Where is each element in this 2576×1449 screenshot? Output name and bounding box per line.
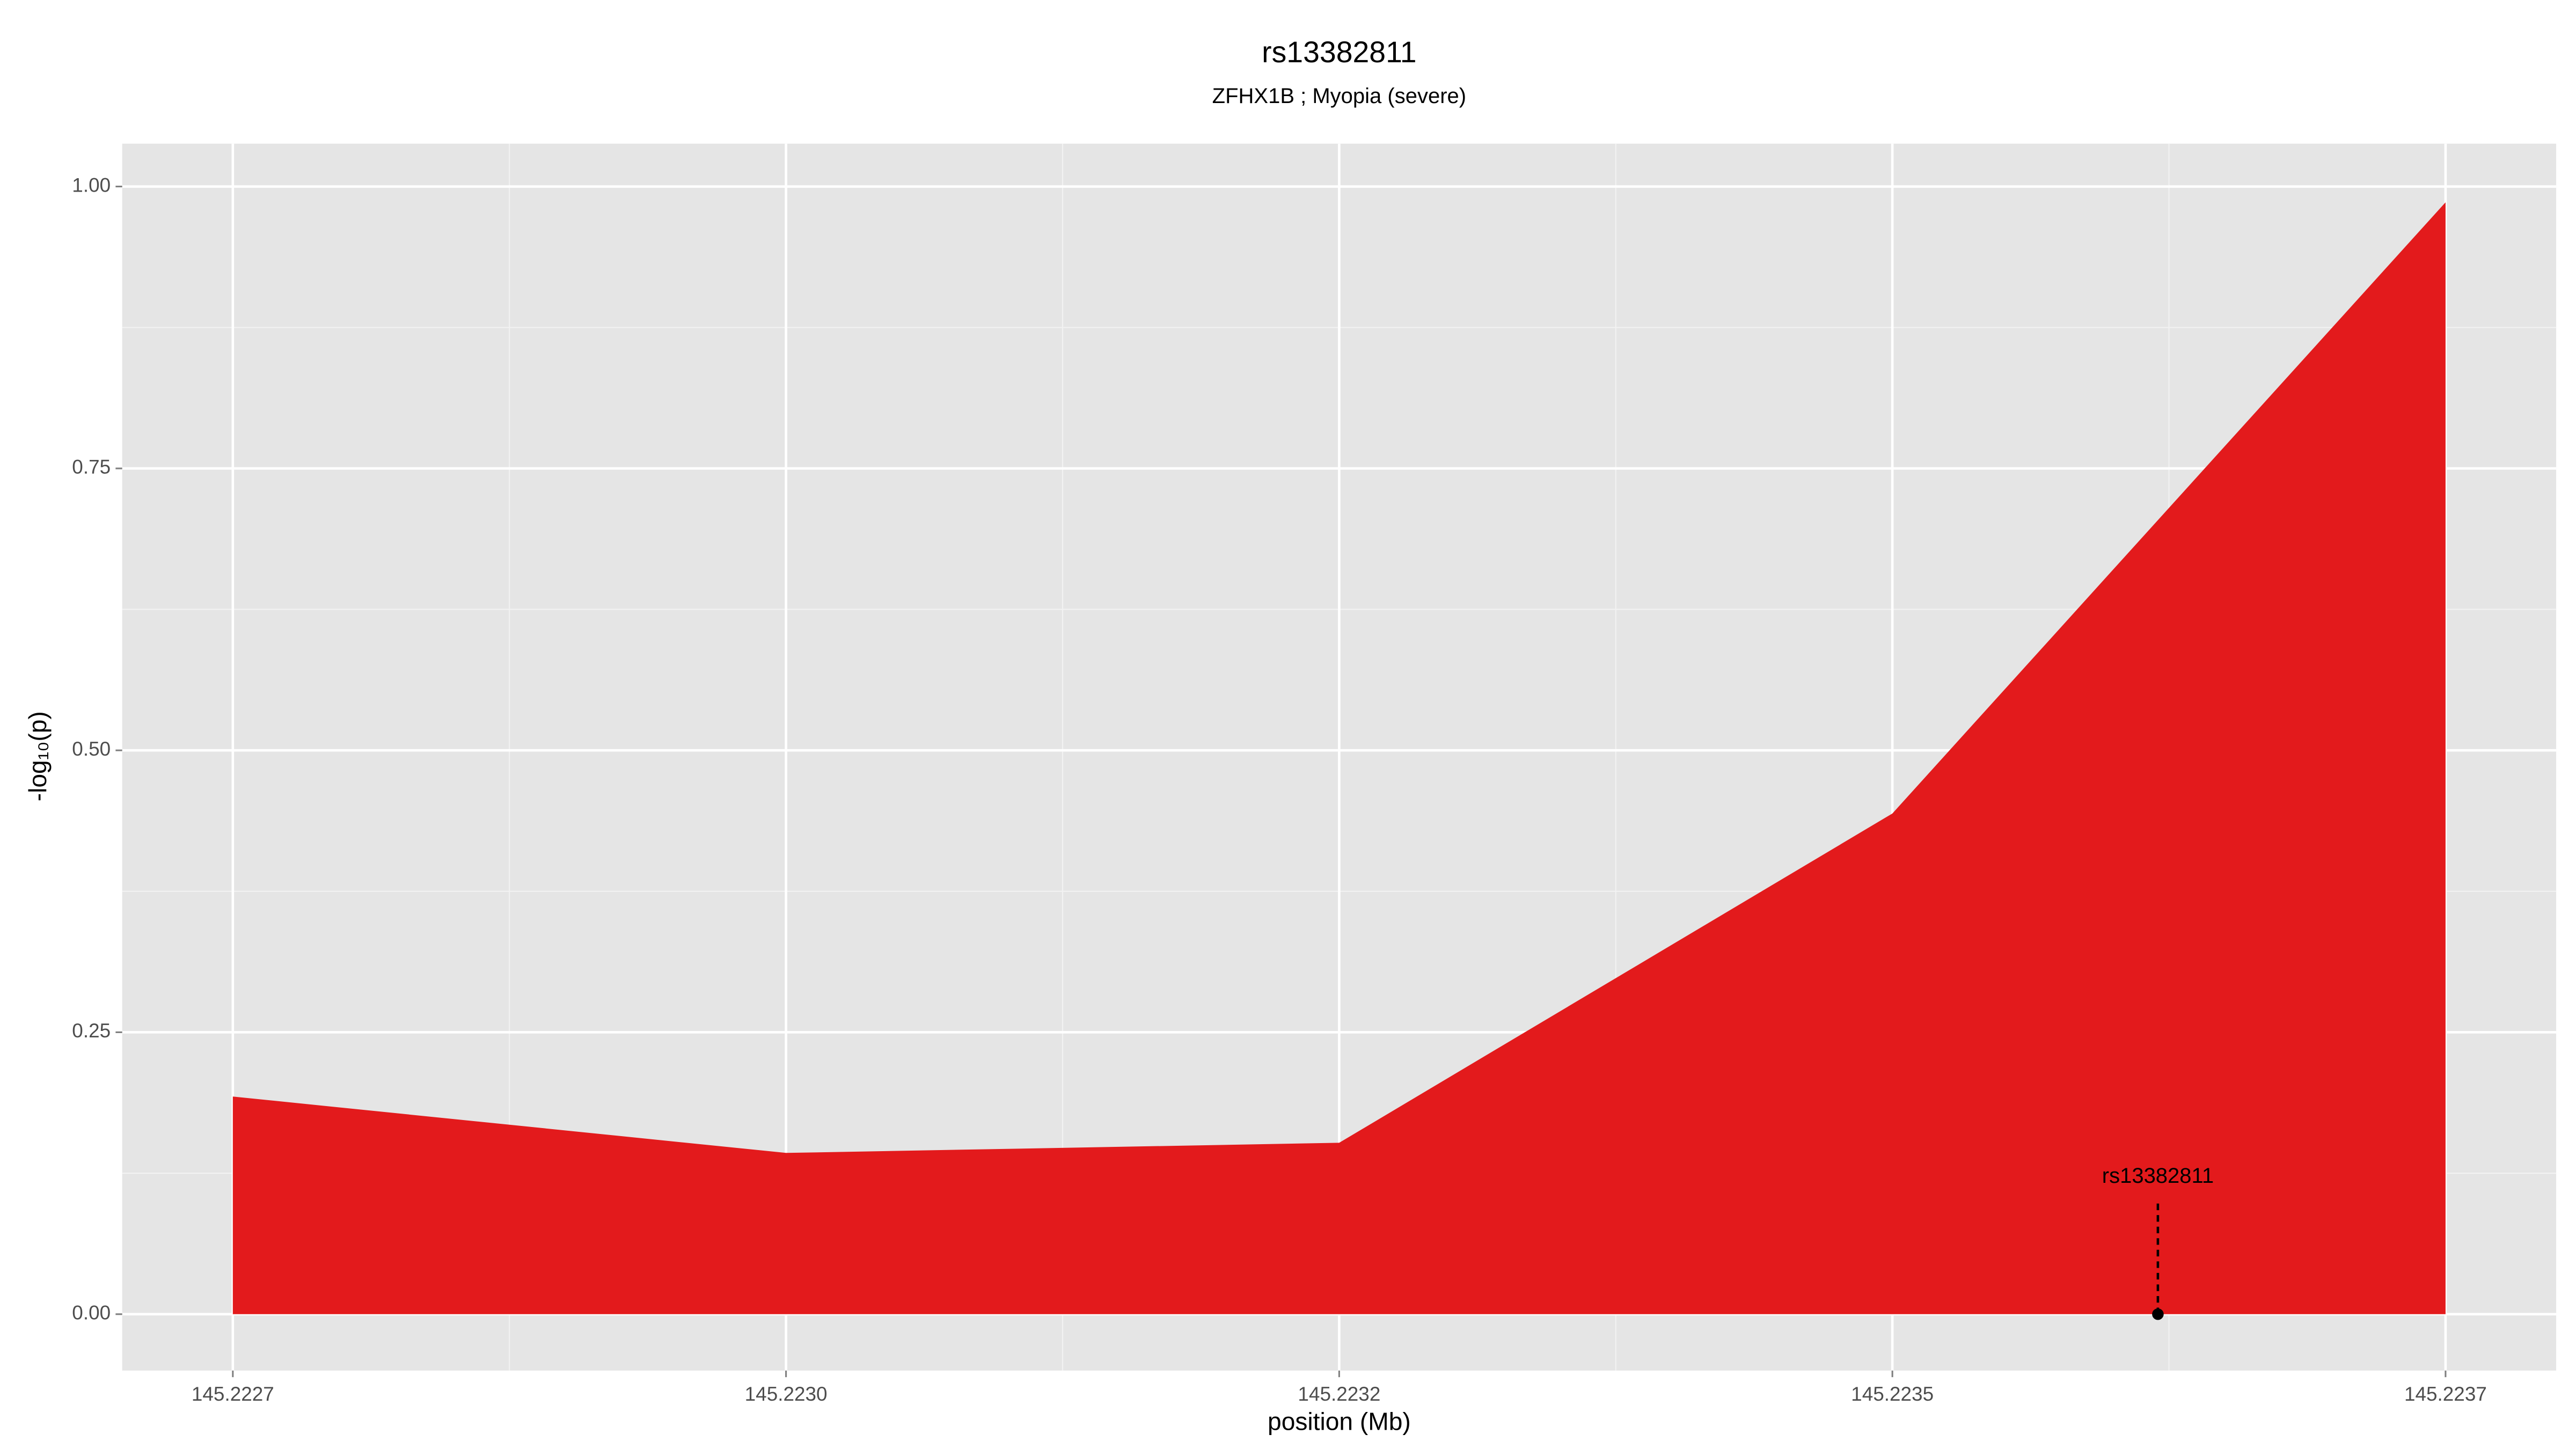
y-tick-label: 0.50 <box>72 738 111 760</box>
annotation-point <box>2152 1308 2164 1320</box>
chart-title: rs13382811 <box>1262 35 1416 69</box>
x-tick-label: 145.2237 <box>2404 1383 2487 1405</box>
marks: rs13382811 <box>232 202 2446 1320</box>
x-tick-label: 145.2232 <box>1298 1383 1380 1405</box>
y-tick-label: 0.25 <box>72 1020 111 1042</box>
annotation-label: rs13382811 <box>2102 1164 2214 1188</box>
x-tick-label: 145.2235 <box>1851 1383 1934 1405</box>
y-tick-label: 0.00 <box>72 1302 111 1324</box>
x-tick-label: 145.2230 <box>745 1383 828 1405</box>
y-tick-label: 1.00 <box>72 174 111 196</box>
y-tick-label: 0.75 <box>72 456 111 478</box>
y-axis-title: -log₁₀(p) <box>24 711 52 801</box>
x-axis-title: position (Mb) <box>1268 1407 1411 1435</box>
x-tick-label: 145.2227 <box>192 1383 274 1405</box>
chart-subtitle: ZFHX1B ; Myopia (severe) <box>1212 84 1466 108</box>
area <box>232 202 2446 1314</box>
